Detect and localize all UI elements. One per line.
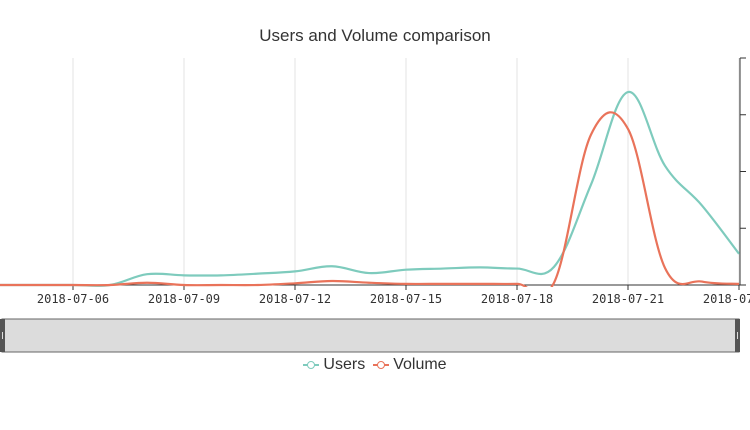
x-tick-label: 2018-07-15 [370, 292, 442, 306]
legend-item-users[interactable]: Users [303, 356, 365, 374]
x-tick-label: 2018-07-06 [37, 292, 109, 306]
scrollbar-track[interactable] [1, 318, 740, 353]
legend-label: Users [323, 356, 366, 373]
legend-marker-icon [303, 360, 320, 370]
series-line-volume[interactable] [0, 111, 740, 295]
axis-layer [0, 57, 746, 290]
series-line-users[interactable] [0, 90, 740, 287]
x-tick-label: 2018-07-12 [259, 292, 331, 306]
legend: Users Volume [0, 356, 750, 375]
legend-item-volume[interactable]: Volume [373, 356, 447, 374]
x-tick-label: 2018-07-21 [592, 292, 664, 306]
series-layer [0, 90, 740, 295]
x-tick-label: 2018-07-09 [148, 292, 220, 306]
chart-title: Users and Volume comparison [259, 26, 491, 45]
x-tick-label: 2018-07-24 [703, 292, 750, 306]
x-tick-layer: 2018-07-06 2018-07-09 2018-07-12 2018-07-15… [37, 292, 750, 306]
legend-label: Volume [393, 356, 447, 373]
grid-layer [72, 58, 740, 285]
legend-marker-icon [373, 360, 390, 370]
range-scrollbar[interactable] [0, 318, 740, 353]
x-tick-label: 2018-07-18 [481, 292, 553, 306]
